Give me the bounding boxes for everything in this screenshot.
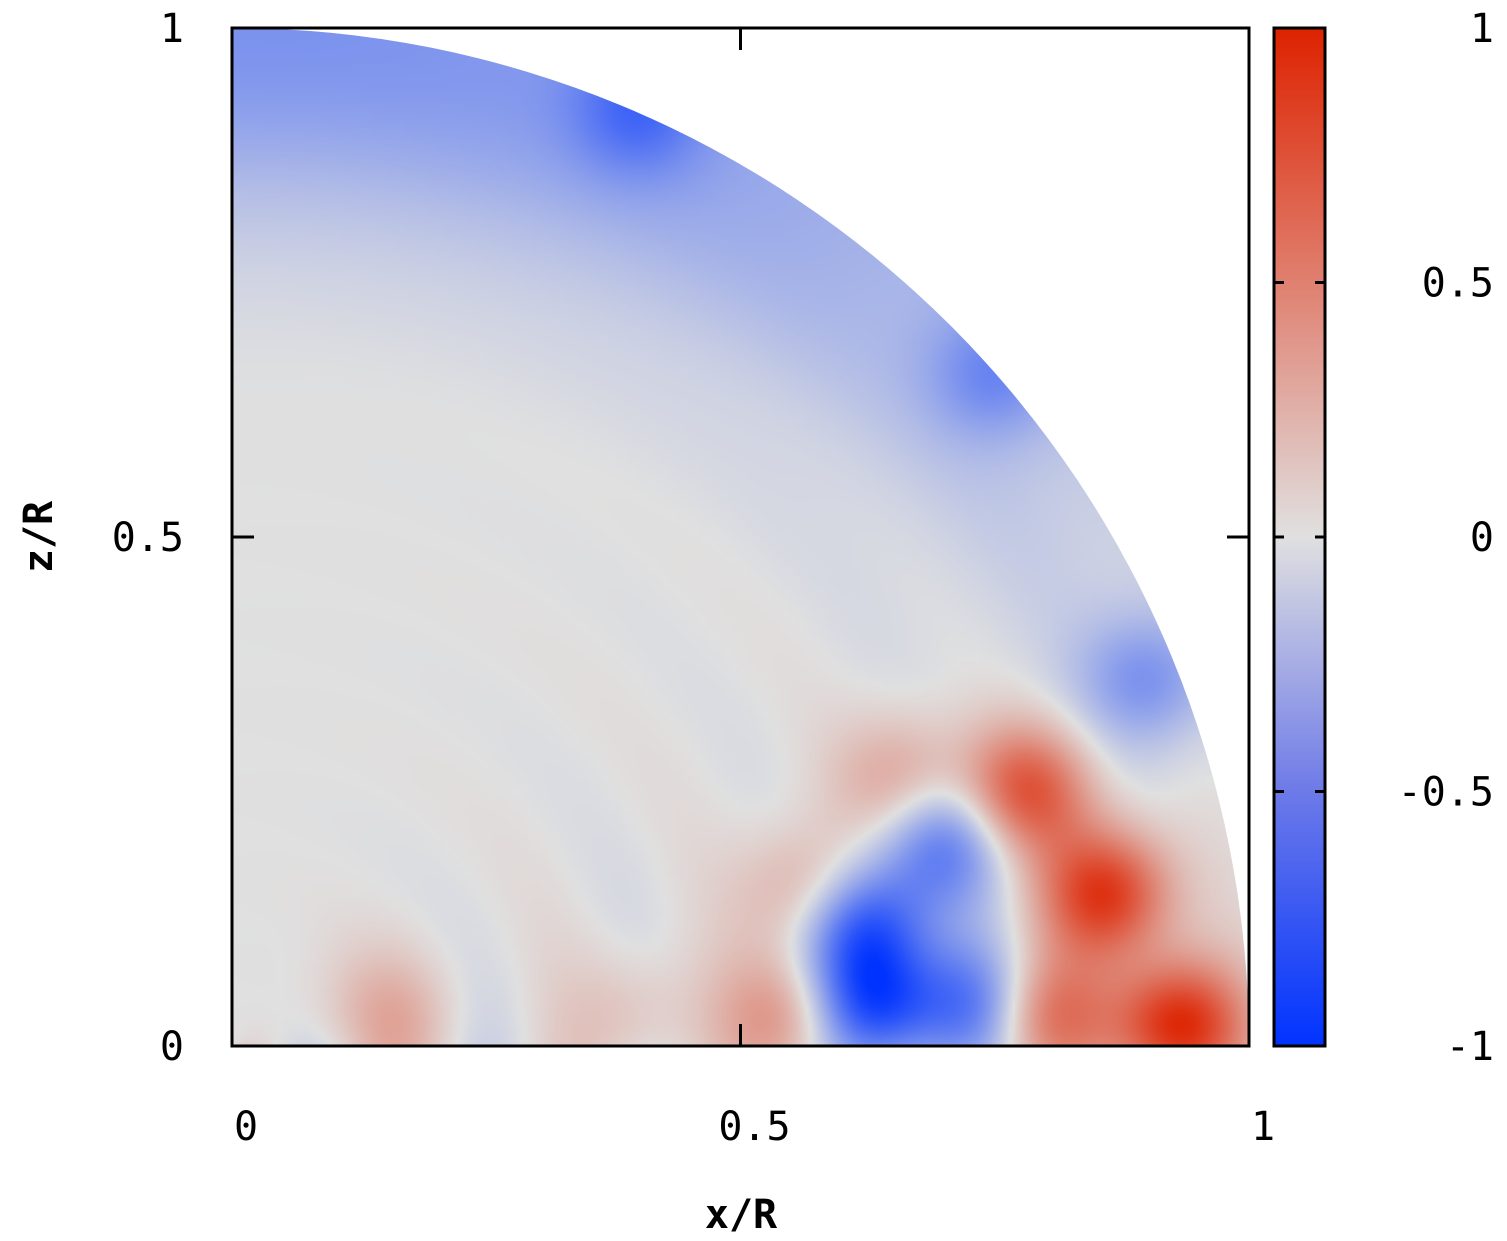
colorbar-tick-label: 0.5 xyxy=(1422,261,1494,307)
plot-ticks xyxy=(230,26,1251,1048)
colorbar-tick-label: -0.5 xyxy=(1398,770,1494,816)
colorbar-ticks xyxy=(1274,26,1325,1048)
x-tick-label: 0.5 xyxy=(718,1104,790,1150)
y-tick-label: 1 xyxy=(160,6,184,52)
colorbar-tick-labels: -1 -0.5 0 0.5 1 xyxy=(1398,6,1494,1070)
colorbar-tick-label: 1 xyxy=(1470,6,1494,52)
y-tick-label: 0.5 xyxy=(112,515,184,561)
colorbar-tick-label: 0 xyxy=(1470,515,1494,561)
plot-area xyxy=(230,26,1251,1048)
x-axis-label: x/R xyxy=(705,1192,778,1238)
y-tick-labels: 00.51 xyxy=(112,6,184,1070)
colorbar: -1 -0.5 0 0.5 1 xyxy=(1272,6,1494,1070)
heatmap-field xyxy=(232,28,1249,1046)
x-tick-label: 1 xyxy=(1251,1104,1275,1150)
y-axis-label: z/R xyxy=(16,500,62,573)
y-tick-label: 0 xyxy=(160,1024,184,1070)
x-tick-labels: 0 0.5 1 xyxy=(234,1104,1275,1150)
x-tick-label: 0 xyxy=(234,1104,258,1150)
colorbar-tick-label: -1 xyxy=(1446,1024,1494,1070)
